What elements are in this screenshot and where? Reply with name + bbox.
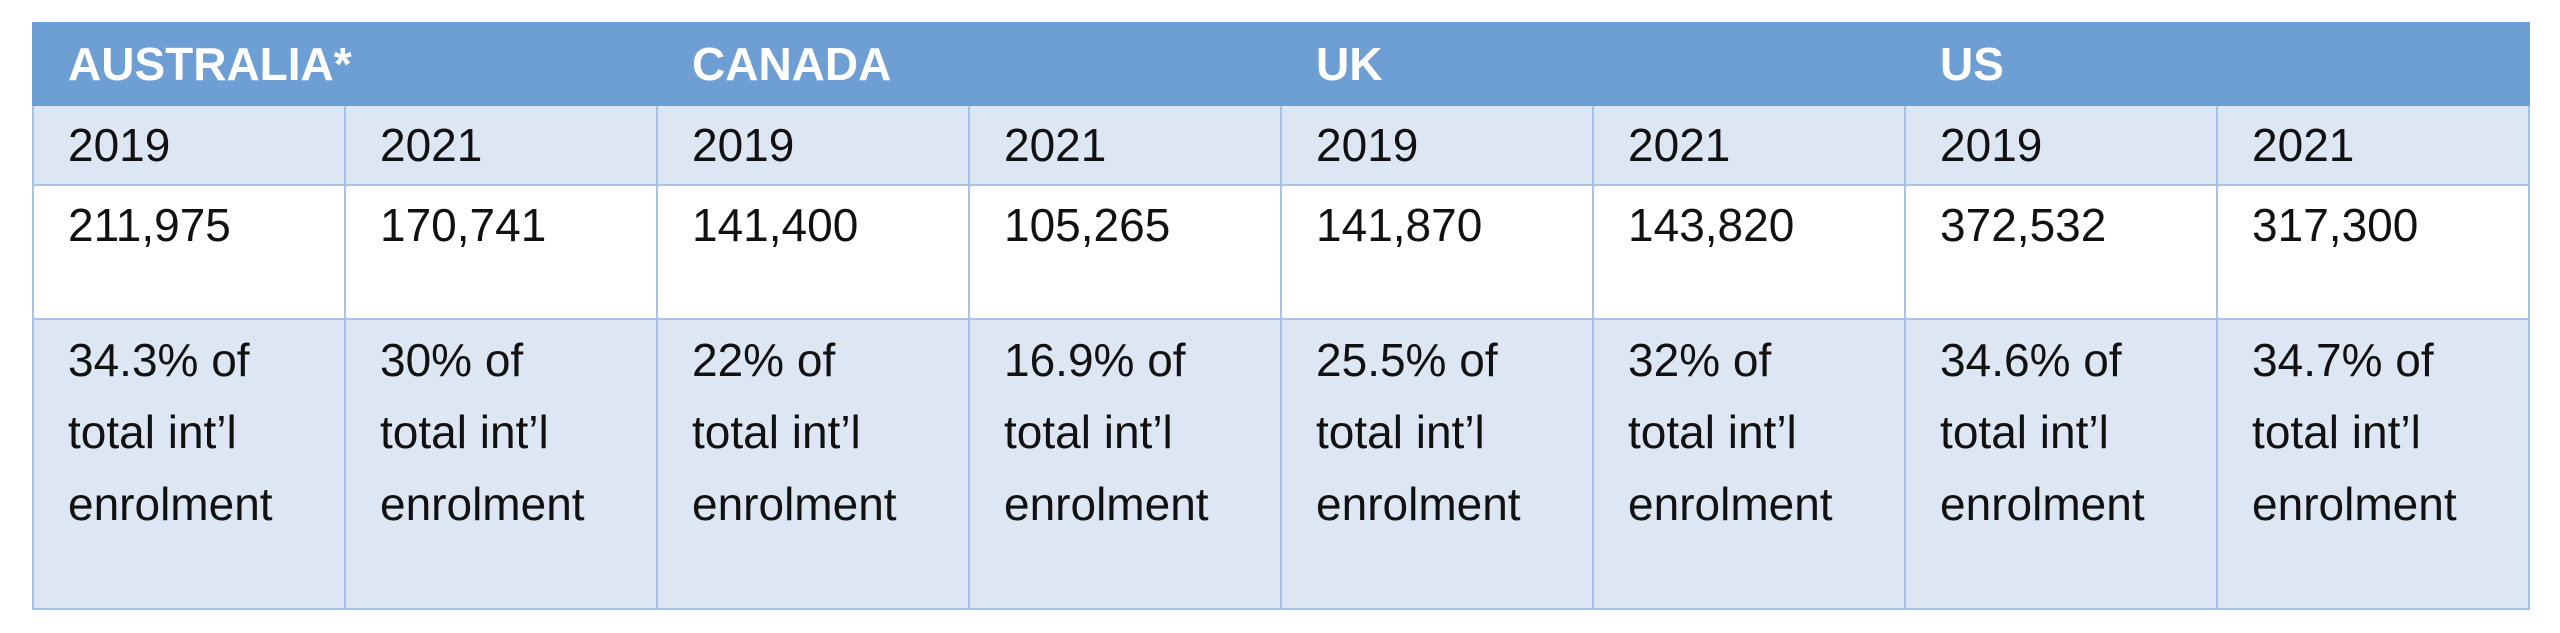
share-line: 32% of	[1628, 334, 1772, 386]
share-cell: 16.9% of total int’l enrolment	[968, 318, 1283, 610]
year-row: 2019 2021 2019 2021 2019 2021 2019 2021	[32, 104, 2531, 186]
share-line: 25.5% of	[1316, 334, 1498, 386]
year-cell: 2021	[1592, 104, 1907, 186]
year-cell: 2021	[2216, 104, 2531, 186]
year-cell: 2021	[343, 104, 659, 186]
count-cell: 141,400	[656, 184, 971, 320]
share-line: total int’l	[1004, 406, 1173, 458]
share-cell: 34.3% of total int’l enrolment	[32, 318, 346, 610]
country-header-uk: UK	[1280, 22, 1907, 106]
count-cell: 105,265	[968, 184, 1283, 320]
share-cell: 34.6% of total int’l enrolment	[1904, 318, 2219, 610]
share-line: total int’l	[68, 406, 237, 458]
country-header-australia: AUSTRALIA*	[31, 22, 659, 106]
share-line: 16.9% of	[1004, 334, 1186, 386]
share-line: total int’l	[380, 406, 549, 458]
share-cell: 34.7% of total int’l enrolment	[2216, 318, 2531, 610]
country-header-us: US	[1904, 22, 2531, 106]
share-line: total int’l	[1628, 406, 1797, 458]
count-cell: 317,300	[2216, 184, 2531, 320]
country-header-row: AUSTRALIA* CANADA UK US	[31, 22, 2531, 106]
share-line: enrolment	[380, 478, 585, 530]
year-cell: 2019	[1280, 104, 1595, 186]
share-line: 30% of	[380, 334, 524, 386]
share-line: enrolment	[68, 478, 273, 530]
count-cell: 143,820	[1592, 184, 1907, 320]
share-line: total int’l	[1940, 406, 2109, 458]
share-line: total int’l	[1316, 406, 1485, 458]
share-line: 34.3% of	[68, 334, 250, 386]
year-cell: 2021	[968, 104, 1283, 186]
share-line: enrolment	[1004, 478, 1209, 530]
international-enrolment-table: AUSTRALIA* CANADA UK US 2019 2021 2019 2…	[31, 22, 2531, 610]
count-cell: 141,870	[1280, 184, 1595, 320]
country-header-canada: CANADA	[656, 22, 1283, 106]
share-line: total int’l	[692, 406, 861, 458]
year-cell: 2019	[32, 104, 346, 186]
year-cell: 2019	[656, 104, 971, 186]
year-cell: 2019	[1904, 104, 2219, 186]
share-line: 22% of	[692, 334, 836, 386]
share-line: enrolment	[1940, 478, 2145, 530]
share-line: enrolment	[1316, 478, 1521, 530]
count-cell: 372,532	[1904, 184, 2219, 320]
enrolment-share-row: 34.3% of total int’l enrolment 30% of to…	[32, 318, 2531, 610]
share-line: enrolment	[2252, 478, 2457, 530]
share-cell: 32% of total int’l enrolment	[1592, 318, 1907, 610]
count-cell: 170,741	[343, 184, 659, 320]
enrolment-count-row: 211,975 170,741 141,400 105,265 141,870 …	[32, 184, 2531, 320]
share-cell: 22% of total int’l enrolment	[656, 318, 971, 610]
share-line: total int’l	[2252, 406, 2421, 458]
share-line: enrolment	[1628, 478, 1833, 530]
share-cell: 25.5% of total int’l enrolment	[1280, 318, 1595, 610]
share-cell: 30% of total int’l enrolment	[343, 318, 659, 610]
share-line: 34.6% of	[1940, 334, 2122, 386]
enrolment-table-container: AUSTRALIA* CANADA UK US 2019 2021 2019 2…	[31, 22, 2531, 610]
count-cell: 211,975	[32, 184, 346, 320]
share-line: enrolment	[692, 478, 897, 530]
share-line: 34.7% of	[2252, 334, 2434, 386]
